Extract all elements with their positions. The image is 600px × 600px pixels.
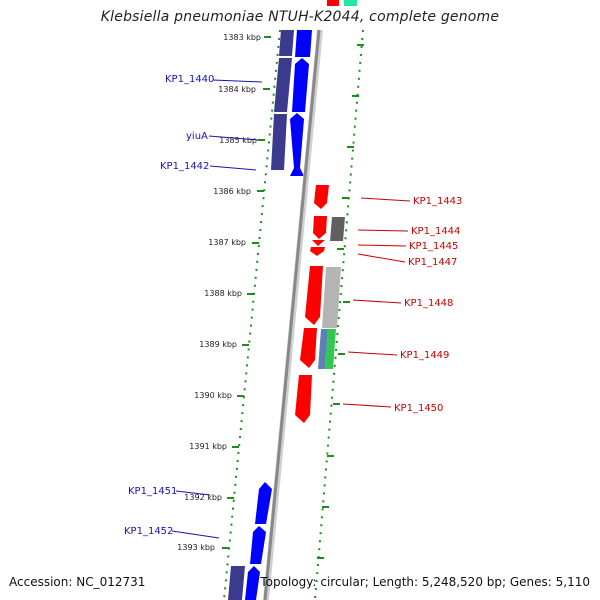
cds-band-bottom xyxy=(228,566,245,600)
label-kp1-1442[interactable]: KP1_1442 xyxy=(160,161,209,172)
ruler-label: 1388 kbp xyxy=(204,289,242,298)
ruler-label: 1393 kbp xyxy=(177,543,215,552)
ruler: 1383 kbp 1384 kbp 1385 kbp 1386 kbp 1387… xyxy=(177,33,271,552)
label-kp1-1452[interactable]: KP1_1452 xyxy=(124,526,173,537)
label-kp1-1449[interactable]: KP1_1449 xyxy=(400,350,449,361)
ruler-label: 1384 kbp xyxy=(218,85,256,94)
leader-yiua xyxy=(208,135,259,141)
gene-kp1-1451[interactable] xyxy=(255,482,272,524)
gene-kp1-1450[interactable] xyxy=(295,375,312,423)
backbone xyxy=(263,29,321,600)
band-top-teal xyxy=(344,0,357,6)
map-title: Klebsiella pneumoniae NTUH-K2044, comple… xyxy=(100,9,500,25)
leader-kp1-1440 xyxy=(212,79,263,83)
band-green-1449 xyxy=(325,329,336,369)
ruler-label: 1383 kbp xyxy=(223,33,261,42)
leader-kp1-1450 xyxy=(342,403,392,408)
gene-kp1-1447[interactable] xyxy=(310,247,325,256)
gene-kp1-1444[interactable] xyxy=(313,216,327,239)
gene-kp1-1443[interactable] xyxy=(314,185,329,209)
genome-summary-text: Topology: circular; Length: 5,248,520 bp… xyxy=(260,575,590,589)
ruler-label: 1392 kbp xyxy=(184,493,222,502)
ruler-label: 1386 kbp xyxy=(213,187,251,196)
gene-kp1-1440[interactable] xyxy=(292,58,309,112)
accession-text: Accession: NC_012731 xyxy=(9,575,146,589)
label-kp1-1445[interactable]: KP1_1445 xyxy=(409,241,458,252)
gene-kp1-1449[interactable] xyxy=(300,328,317,368)
cds-band-top xyxy=(279,30,294,56)
cds-band-1440 xyxy=(274,58,292,112)
label-kp1-1440[interactable]: KP1_1440 xyxy=(165,74,214,85)
leader-kp1-1452 xyxy=(171,530,220,539)
label-kp1-1448[interactable]: KP1_1448 xyxy=(404,298,453,309)
label-kp1-1443[interactable]: KP1_1443 xyxy=(413,196,462,207)
ruler-label: 1385 kbp xyxy=(219,136,257,145)
ruler-label: 1389 kbp xyxy=(199,340,237,349)
band-grey-1448 xyxy=(322,267,341,328)
ruler-label: 1390 kbp xyxy=(194,391,232,400)
leader-kp1-1444 xyxy=(357,229,409,232)
band-dark-1444 xyxy=(330,217,345,241)
gene-kp1-1448[interactable] xyxy=(305,266,323,325)
gene-kp1-1442[interactable] xyxy=(290,113,304,176)
leader-kp1-1445 xyxy=(357,244,407,247)
label-kp1-1451[interactable]: KP1_1451 xyxy=(128,486,177,497)
gene-top-blue[interactable] xyxy=(295,30,312,57)
label-kp1-1444[interactable]: KP1_1444 xyxy=(411,226,460,237)
leader-kp1-1451 xyxy=(175,490,211,496)
leader-kp1-1447 xyxy=(357,253,406,263)
leader-kp1-1442 xyxy=(209,165,257,171)
leader-kp1-1448 xyxy=(352,299,402,304)
band-steel-1449 xyxy=(318,329,328,369)
gene-top-red[interactable] xyxy=(327,0,339,6)
gene-kp1-1452[interactable] xyxy=(250,526,266,564)
ruler-label: 1391 kbp xyxy=(189,442,227,451)
outer-ticks xyxy=(317,44,364,559)
outer-dotted-track xyxy=(314,29,364,600)
leader-kp1-1443 xyxy=(360,197,411,202)
leader-kp1-1449 xyxy=(347,351,398,356)
gene-bottom-blue[interactable] xyxy=(245,566,260,600)
label-yiua[interactable]: yiuA xyxy=(186,131,208,142)
label-kp1-1450[interactable]: KP1_1450 xyxy=(394,403,443,414)
ruler-label: 1387 kbp xyxy=(208,238,246,247)
gene-kp1-1445[interactable] xyxy=(312,240,325,246)
cds-band-1442 xyxy=(271,114,287,170)
label-kp1-1447[interactable]: KP1_1447 xyxy=(408,257,457,268)
